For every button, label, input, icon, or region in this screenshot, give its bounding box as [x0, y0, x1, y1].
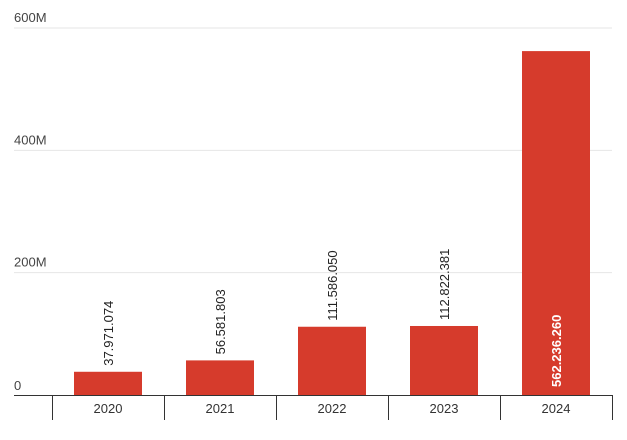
y-tick-label: 600M: [14, 10, 47, 25]
bar-2022[interactable]: [298, 326, 366, 395]
gridlines: [14, 27, 612, 274]
data-label: 112.822.381: [437, 249, 452, 320]
x-tick-label: 2023: [430, 401, 459, 416]
bar-2023[interactable]: [410, 325, 478, 395]
x-tick-label: 2024: [542, 401, 571, 416]
y-tick-label: 0: [14, 378, 21, 393]
bars: [74, 51, 590, 396]
bar-2020[interactable]: [74, 371, 142, 395]
data-label: 111.586.050: [325, 250, 340, 320]
y-axis-ticks: 0 200M 400M 600M: [14, 10, 47, 393]
x-tick-label: 2022: [318, 401, 347, 416]
y-tick-label: 200M: [14, 255, 47, 270]
bar-2021[interactable]: [186, 360, 254, 395]
x-axis: 2020 2021 2022 2023 2024: [14, 395, 613, 420]
data-label: 562.236.260: [549, 315, 564, 387]
data-labels: 37.971.074 56.581.803 111.586.050 112.822.3…: [101, 249, 564, 387]
data-label: 37.971.074: [101, 301, 116, 366]
x-tick-label: 2021: [206, 401, 235, 416]
data-label: 56.581.803: [213, 289, 228, 354]
bar-2024[interactable]: [522, 51, 590, 396]
y-tick-label: 400M: [14, 132, 47, 147]
x-tick-label: 2020: [94, 401, 123, 416]
